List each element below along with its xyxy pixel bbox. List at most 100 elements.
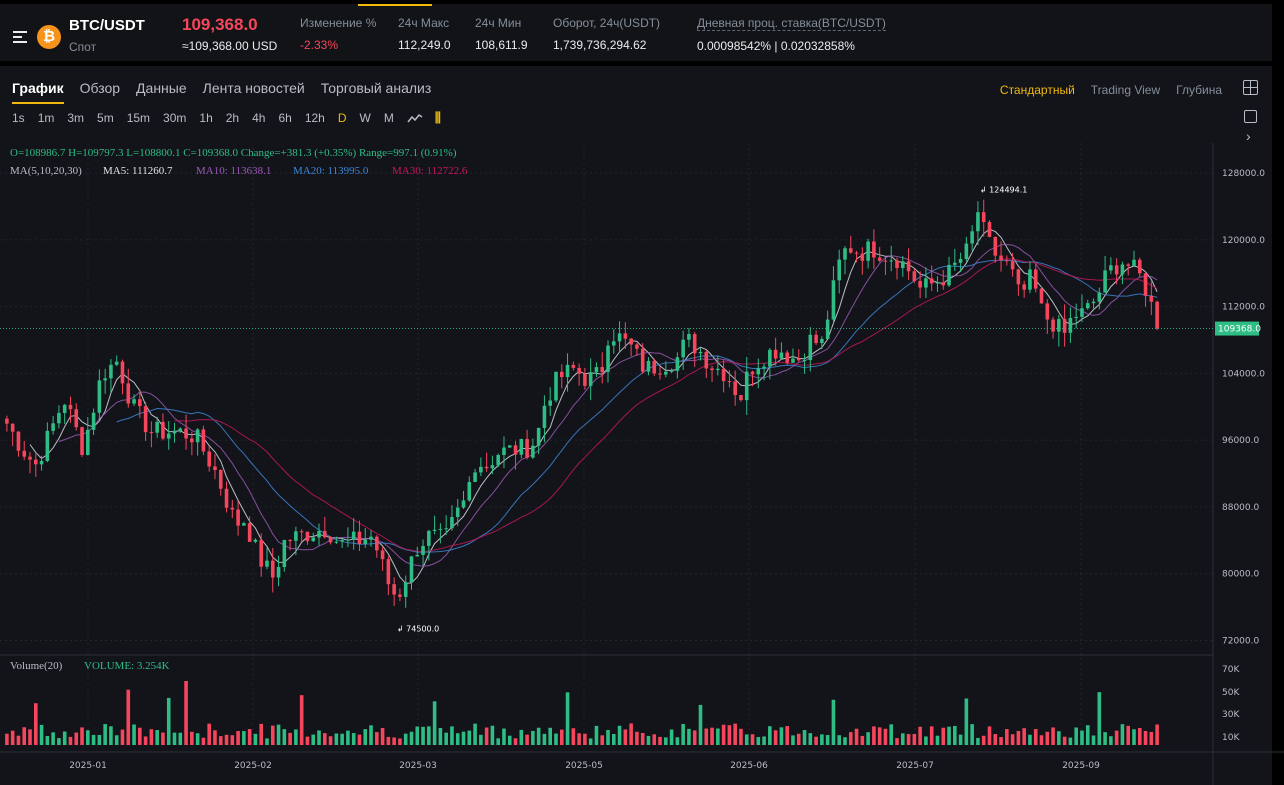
volume-bar: [68, 736, 73, 745]
view-standard[interactable]: Стандартный: [999, 83, 1075, 97]
menu-icon[interactable]: [13, 30, 29, 44]
candle-body: [346, 539, 350, 541]
tab-trading-analysis[interactable]: Торговый анализ: [320, 80, 432, 96]
stat-value: -2.33%: [300, 38, 339, 52]
candle-body: [455, 507, 460, 518]
interval-1m[interactable]: 1m: [37, 111, 55, 125]
pair-name[interactable]: BTC/USDT: [69, 17, 145, 34]
candle-body: [1016, 269, 1021, 285]
volume-bar: [213, 730, 217, 745]
candle-body: [224, 488, 229, 508]
y-tick-label: 120000.0: [1222, 236, 1265, 246]
ticker-header: ₿ BTC/USDT Спот 109,368.0 ≈109,368.00 US…: [0, 4, 1272, 61]
candle-body: [201, 429, 206, 452]
candle-body: [109, 364, 113, 379]
volume-bar: [825, 735, 830, 745]
candle-body: [74, 409, 79, 428]
fullscreen-icon[interactable]: [1244, 110, 1257, 123]
view-tradingview[interactable]: Trading View: [1090, 83, 1161, 97]
volume-bar: [403, 733, 408, 745]
candle-body: [1028, 269, 1032, 290]
volume-tick-label: 70K: [1222, 665, 1240, 675]
candle-body: [33, 459, 38, 465]
volume-bar: [450, 726, 454, 745]
candle-body: [762, 366, 766, 369]
candle-body: [299, 531, 304, 533]
volume-bar: [981, 735, 986, 745]
candle-body: [363, 539, 368, 545]
interval-30m[interactable]: 30m: [163, 111, 187, 125]
candle-body: [247, 523, 252, 542]
layout-grid-icon[interactable]: [1243, 80, 1258, 95]
tab-overview[interactable]: Обзор: [79, 80, 121, 96]
volume-bar: [681, 723, 685, 745]
candle-body: [1097, 292, 1102, 302]
candle-body: [427, 530, 431, 546]
interval-12h[interactable]: 12h: [304, 111, 325, 125]
candle-body: [565, 364, 570, 378]
volume-bar: [993, 734, 998, 745]
candle-body: [895, 260, 899, 269]
candle-body: [1103, 270, 1107, 293]
view-depth[interactable]: Глубина: [1176, 83, 1222, 97]
volume-bar: [698, 704, 703, 745]
volume-bar: [114, 735, 119, 745]
candle-body: [207, 451, 211, 467]
candle-body: [484, 466, 489, 469]
interval-6h[interactable]: 6h: [278, 111, 292, 125]
candlestick-icon[interactable]: ⫼: [434, 110, 441, 125]
volume-bar: [259, 723, 264, 745]
volume-bar: [363, 729, 368, 745]
candle-body: [531, 445, 535, 458]
volume-bar: [1005, 729, 1009, 745]
interval-1w[interactable]: W: [359, 111, 371, 125]
volume-bar: [773, 730, 778, 745]
candle-body: [507, 445, 512, 448]
interval-15m[interactable]: 15m: [126, 111, 151, 125]
stat-24h-low: 24ч Мин 108,611.9: [475, 16, 528, 52]
candle-body: [964, 243, 969, 259]
volume-bar: [317, 730, 321, 745]
tab-chart[interactable]: График: [12, 80, 64, 104]
last-price-tag: [1215, 321, 1259, 336]
tab-data[interactable]: Данные: [136, 80, 187, 96]
volume-bar: [831, 699, 836, 745]
interval-1s[interactable]: 1s: [12, 111, 25, 125]
candle-body: [496, 455, 500, 466]
interval-4h[interactable]: 4h: [252, 111, 266, 125]
interval-1h[interactable]: 1h: [199, 111, 213, 125]
candle-body: [357, 531, 362, 545]
candle-body: [322, 531, 327, 538]
candle-body: [577, 367, 581, 374]
candle-body: [796, 358, 801, 361]
stat-daily-rate[interactable]: Дневная проц. ставка(BTC/USDT) 0.0009854…: [697, 16, 886, 53]
interval-1mo[interactable]: M: [383, 111, 394, 125]
volume-bar: [646, 735, 651, 745]
candle-body: [594, 367, 599, 373]
volume-bar: [692, 730, 697, 745]
candle-body: [317, 531, 321, 538]
volume-bar: [507, 735, 512, 745]
chevron-right-icon[interactable]: ›: [1246, 128, 1251, 144]
interval-2h[interactable]: 2h: [225, 111, 240, 125]
interval-1d[interactable]: D: [337, 111, 347, 125]
interval-5m[interactable]: 5m: [97, 111, 114, 125]
candle-body: [808, 334, 813, 361]
moving-averages: [29, 228, 1158, 584]
candle-body: [1039, 288, 1044, 304]
volume-bar: [149, 729, 154, 745]
volume-bar: [1132, 729, 1136, 745]
candle-body: [132, 399, 136, 404]
tab-news-feed[interactable]: Лента новостей: [202, 80, 305, 96]
volume-bar: [1062, 736, 1067, 745]
volume-bar: [600, 735, 605, 745]
candle-body: [785, 352, 789, 363]
line-chart-icon[interactable]: [407, 112, 423, 124]
candle-body: [889, 260, 894, 262]
candle-body: [525, 439, 529, 458]
candle-body: [1068, 318, 1073, 333]
interval-3m[interactable]: 3m: [67, 111, 85, 125]
candle-body: [438, 528, 443, 530]
candle-body: [953, 262, 957, 265]
